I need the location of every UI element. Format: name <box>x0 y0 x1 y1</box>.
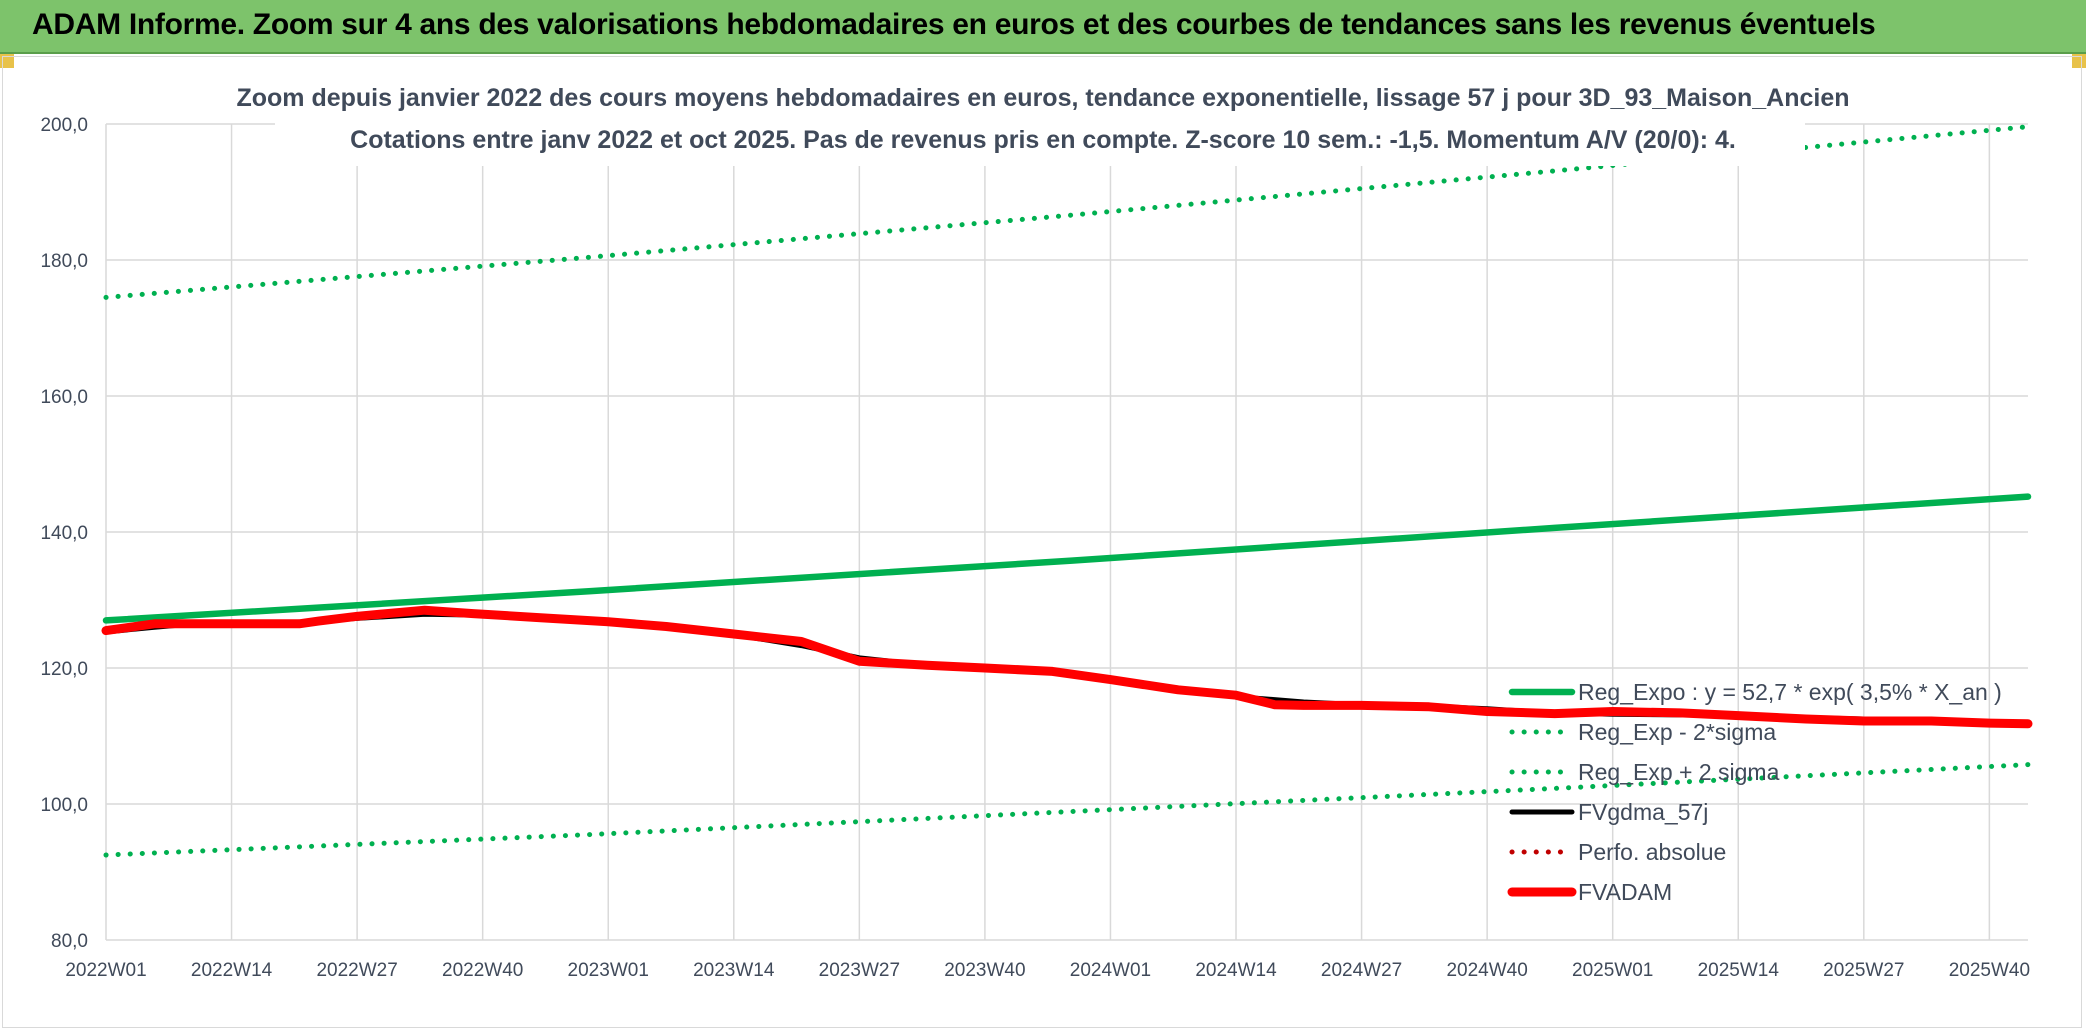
x-tick-label-2025W14: 2025W14 <box>1698 960 1780 981</box>
series-line-fvadam-5 <box>101 605 2033 729</box>
x-tick-label-2023W40: 2023W40 <box>944 960 1025 981</box>
x-tick-label-2025W27: 2025W27 <box>1823 960 1904 981</box>
chart-title-line-1: Zoom depuis janvier 2022 des cours moyen… <box>236 84 1850 112</box>
x-tick-label-2023W27: 2023W27 <box>819 960 900 981</box>
corner-marker-left <box>0 54 14 68</box>
series-line-reg_exp-2 <box>103 124 2031 300</box>
x-tick-label-2025W40: 2025W40 <box>1949 960 2030 981</box>
series-line-reg_exp-1 <box>103 762 2031 858</box>
y-tick-label-100: 100,0 <box>40 795 88 816</box>
y-tick-label-140: 140,0 <box>40 523 88 544</box>
x-tick-label-2024W14: 2024W14 <box>1195 960 1277 981</box>
legend-label-0: Reg_Expo : y = 52,7 * exp( 3,5% * X_an ) <box>1578 679 2002 705</box>
x-tick-label-2022W14: 2022W14 <box>191 960 273 981</box>
chart-area <box>2 56 2082 1028</box>
x-tick-label-2025W01: 2025W01 <box>1572 960 1653 981</box>
x-tick-label-2022W27: 2022W27 <box>316 960 397 981</box>
y-tick-label-180: 180,0 <box>40 251 88 272</box>
x-tick-label-2023W14: 2023W14 <box>693 960 775 981</box>
x-tick-label-2022W40: 2022W40 <box>442 960 523 981</box>
x-tick-label-2023W01: 2023W01 <box>568 960 649 981</box>
chart-title-line-2: Cotations entre janv 2022 et oct 2025. P… <box>350 126 1736 154</box>
x-tick-label-2024W40: 2024W40 <box>1446 960 1527 981</box>
legend-label-5: FVADAM <box>1578 879 1672 905</box>
legend-label-2: Reg_Exp + 2 sigma <box>1578 759 1780 785</box>
corner-marker-right <box>2072 54 2086 68</box>
report-banner: ADAM Informe. Zoom sur 4 ans des valoris… <box>0 0 2086 54</box>
x-tick-label-2022W01: 2022W01 <box>65 960 146 981</box>
legend-label-3: FVgdma_57j <box>1578 799 1708 825</box>
report-title: ADAM Informe. Zoom sur 4 ans des valoris… <box>32 8 1876 41</box>
legend-label-4: Perfo. absolue <box>1578 839 1726 865</box>
series-line-reg_expo-0 <box>102 493 2032 624</box>
x-tick-label-2024W01: 2024W01 <box>1070 960 1151 981</box>
legend-label-1: Reg_Exp - 2*sigma <box>1578 719 1776 745</box>
y-tick-label-80: 80,0 <box>51 931 88 952</box>
y-tick-label-160: 160,0 <box>40 387 88 408</box>
chart-title-background <box>275 76 1805 166</box>
y-tick-label-200: 200,0 <box>40 115 88 136</box>
y-tick-label-120: 120,0 <box>40 659 88 680</box>
x-tick-label-2024W27: 2024W27 <box>1321 960 1402 981</box>
